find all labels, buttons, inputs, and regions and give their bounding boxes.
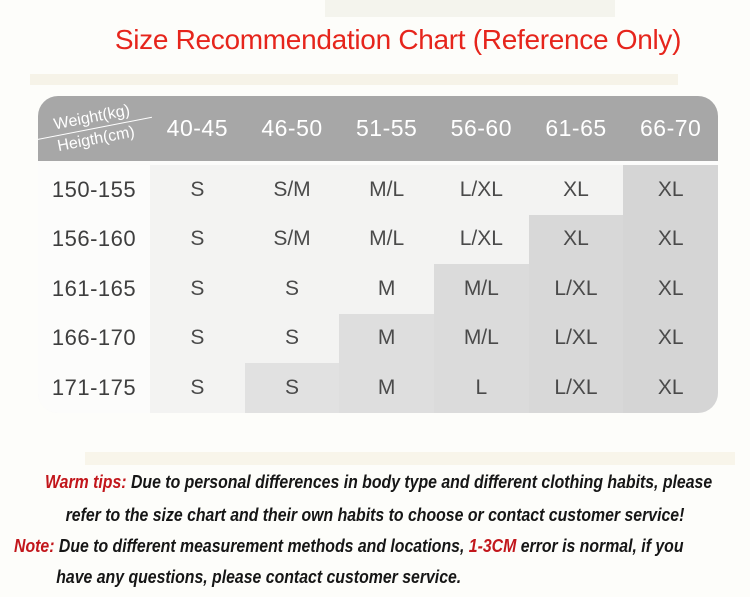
table-header-row: Weight(kg) Heigth(cm) 40-45 46-50 51-55 56-…	[38, 96, 718, 161]
size-cell: L/XL	[528, 264, 624, 314]
weight-column-header: 40-45	[166, 115, 228, 141]
size-cell: S	[190, 326, 205, 350]
height-row-label: 161-165	[38, 264, 150, 314]
warm-tips-label: Warm tips:	[45, 472, 127, 492]
height-row-label: 156-160	[38, 214, 150, 264]
note-line-1: Note: Due to different measurement metho…	[14, 531, 684, 562]
height-row-label: 150-155	[38, 165, 150, 215]
size-cell: S	[190, 177, 205, 201]
warm-tips-note: Warm tips: Due to personal differences i…	[0, 466, 750, 532]
weight-column-header: 66-70	[639, 115, 702, 141]
size-cell: S/M	[273, 227, 311, 251]
size-cell: XL	[623, 313, 718, 363]
size-cell: XL	[623, 363, 718, 413]
weight-column-header: 51-55	[355, 115, 418, 141]
table-body: 150-155 S S/M M/L L/XL XL XL 156-160 S S/M M/L L/XL…	[38, 165, 718, 413]
axis-corner-cell: Weight(kg) Heigth(cm)	[38, 96, 153, 161]
warm-tips-text-1: Due to personal differences in body type…	[126, 472, 713, 492]
note-error-range: 1-3CM	[468, 536, 517, 556]
size-cell: XL	[528, 214, 624, 264]
header-body-divider	[38, 161, 718, 165]
warm-tips-line-2: refer to the size chart and their own ha…	[65, 505, 685, 525]
size-cell: L/XL	[459, 177, 503, 201]
page-title: Size Recommendation Chart (Reference Onl…	[114, 24, 682, 55]
size-cell: S	[244, 363, 340, 413]
note-label: Note:	[14, 536, 55, 556]
size-cell: M	[377, 276, 396, 300]
size-cell: M/L	[369, 177, 405, 201]
size-cell: XL	[623, 264, 718, 314]
size-cell: XL	[563, 177, 589, 201]
size-recommendation-table: Weight(kg) Heigth(cm) 40-45 46-50 51-55 56-…	[38, 96, 718, 413]
measurement-note: Note: Due to different measurement metho…	[14, 531, 750, 593]
size-cell: M	[339, 313, 434, 363]
size-cell: M/L	[433, 313, 529, 363]
size-cell: S/M	[273, 177, 311, 201]
weight-column-header: 61-65	[545, 115, 607, 141]
height-row-label: 166-170	[38, 313, 150, 363]
note-text-2: error is normal, if you	[516, 536, 684, 556]
size-cell: XL	[623, 165, 718, 215]
size-cell: M/L	[433, 264, 529, 314]
size-cell: L/XL	[528, 313, 624, 363]
background-patch	[85, 452, 735, 465]
size-cell: L	[433, 363, 529, 413]
size-cell: S	[190, 276, 205, 300]
weight-column-header: 56-60	[450, 115, 512, 141]
size-cell: S	[190, 227, 205, 251]
note-line-2: have any questions, please contact custo…	[56, 567, 462, 587]
note-text-1: Due to different measurement methods and…	[54, 536, 469, 556]
size-cell: XL	[623, 214, 718, 264]
size-cell: L/XL	[528, 363, 624, 413]
size-cell: L/XL	[459, 227, 503, 251]
size-cell: S	[284, 276, 299, 300]
warm-tips-line-1: Warm tips: Due to personal differences i…	[45, 466, 712, 499]
size-cell: M/L	[369, 227, 405, 251]
height-row-label: 171-175	[38, 363, 150, 413]
background-patch	[325, 0, 615, 17]
size-cell: S	[190, 375, 205, 399]
axis-corner-labels: Weight(kg) Heigth(cm)	[38, 97, 156, 160]
size-cell: S	[284, 326, 299, 350]
size-cell: M	[339, 363, 434, 413]
weight-column-header: 46-50	[261, 115, 323, 141]
background-patch	[30, 74, 678, 85]
